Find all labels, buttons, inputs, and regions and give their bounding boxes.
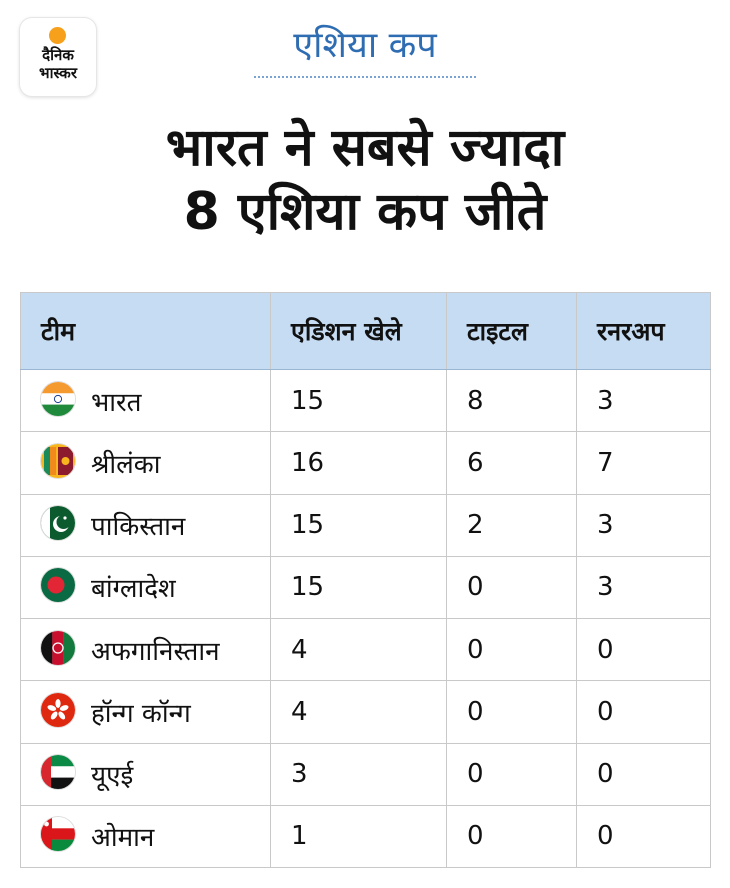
titles-cell: 0 <box>446 617 577 682</box>
sri-lanka-flag-icon <box>41 443 75 478</box>
editions-cell: 1 <box>270 804 447 869</box>
titles-cell: 0 <box>446 555 577 620</box>
dainik-bhaskar-logo[interactable]: दैनिक भास्कर <box>20 18 96 96</box>
runnerup-cell: 0 <box>576 804 711 869</box>
titles-cell: 0 <box>446 742 577 806</box>
editions-cell: 3 <box>270 742 447 806</box>
titles-cell: 2 <box>446 493 577 557</box>
editions-cell: 16 <box>270 431 447 495</box>
sun-icon <box>49 27 66 44</box>
oman-flag-icon <box>41 817 75 852</box>
title-line-2: 8 एशिया कप जीते <box>183 182 547 242</box>
editions-cell: 4 <box>270 617 447 682</box>
table-row: अफगानिस्तान 4 0 0 <box>20 617 711 682</box>
team-cell: ओमान <box>20 804 271 869</box>
section-kicker: एशिया कप <box>293 25 437 66</box>
team-cell: बांग्लादेश <box>20 555 271 620</box>
runnerup-cell: 3 <box>576 555 711 620</box>
kicker-underline <box>254 76 476 78</box>
team-cell: श्रीलंका <box>20 431 271 495</box>
header-titles: टाइटल <box>446 292 577 370</box>
editions-cell: 15 <box>270 493 447 557</box>
team-name: ओमान <box>91 823 155 854</box>
table-row: ओमान 1 0 0 <box>20 804 711 869</box>
runnerup-cell: 0 <box>576 742 711 806</box>
asia-cup-stats-table: टीम एडिशन खेले टाइटल रनरअप भारत 15 8 3 श… <box>20 292 711 869</box>
afghanistan-flag-icon <box>41 630 75 665</box>
header-team: टीम <box>20 292 271 370</box>
header-editions: एडिशन खेले <box>270 292 447 370</box>
runnerup-cell: 0 <box>576 617 711 682</box>
table-row: पाकिस्तान 15 2 3 <box>20 493 711 557</box>
team-name: पाकिस्तान <box>91 512 186 543</box>
team-name: बांग्लादेश <box>91 574 176 605</box>
header-runnerup: रनरअप <box>576 292 711 370</box>
logo-line-2: भास्कर <box>39 64 77 82</box>
team-name: यूएई <box>91 761 134 792</box>
team-name: श्रीलंका <box>91 449 161 480</box>
editions-cell: 4 <box>270 680 447 744</box>
bangladesh-flag-icon <box>41 568 75 603</box>
editions-cell: 15 <box>270 555 447 620</box>
table-row: श्रीलंका 16 6 7 <box>20 431 711 495</box>
runnerup-cell: 7 <box>576 431 711 495</box>
titles-cell: 6 <box>446 431 577 495</box>
india-flag-icon <box>41 381 75 416</box>
table-header-row: टीम एडिशन खेले टाइटल रनरअप <box>20 292 711 370</box>
team-cell: अफगानिस्तान <box>20 617 271 682</box>
team-name: भारत <box>91 387 142 418</box>
team-cell: भारत <box>20 368 271 433</box>
titles-cell: 8 <box>446 368 577 433</box>
title-line-1: भारत ने सबसे ज्यादा <box>165 118 565 178</box>
hong-kong-flag-icon <box>41 692 75 727</box>
table-row: भारत 15 8 3 <box>20 368 711 433</box>
team-cell: हॉन्ग कॉन्ग <box>20 680 271 744</box>
team-cell: यूएई <box>20 742 271 806</box>
runnerup-cell: 0 <box>576 680 711 744</box>
pakistan-flag-icon <box>41 506 75 541</box>
table-row: यूएई 3 0 0 <box>20 742 711 806</box>
titles-cell: 0 <box>446 680 577 744</box>
table-row: हॉन्ग कॉन्ग 4 0 0 <box>20 680 711 744</box>
team-cell: पाकिस्तान <box>20 493 271 557</box>
runnerup-cell: 3 <box>576 368 711 433</box>
page-title: भारत ने सबसे ज्यादा 8 एशिया कप जीते <box>0 116 730 244</box>
uae-flag-icon <box>41 755 75 790</box>
logo-line-1: दैनिक <box>42 46 74 64</box>
team-name: अफगानिस्तान <box>91 636 220 667</box>
team-name: हॉन्ग कॉन्ग <box>91 698 191 729</box>
runnerup-cell: 3 <box>576 493 711 557</box>
editions-cell: 15 <box>270 368 447 433</box>
titles-cell: 0 <box>446 804 577 869</box>
table-row: बांग्लादेश 15 0 3 <box>20 555 711 620</box>
